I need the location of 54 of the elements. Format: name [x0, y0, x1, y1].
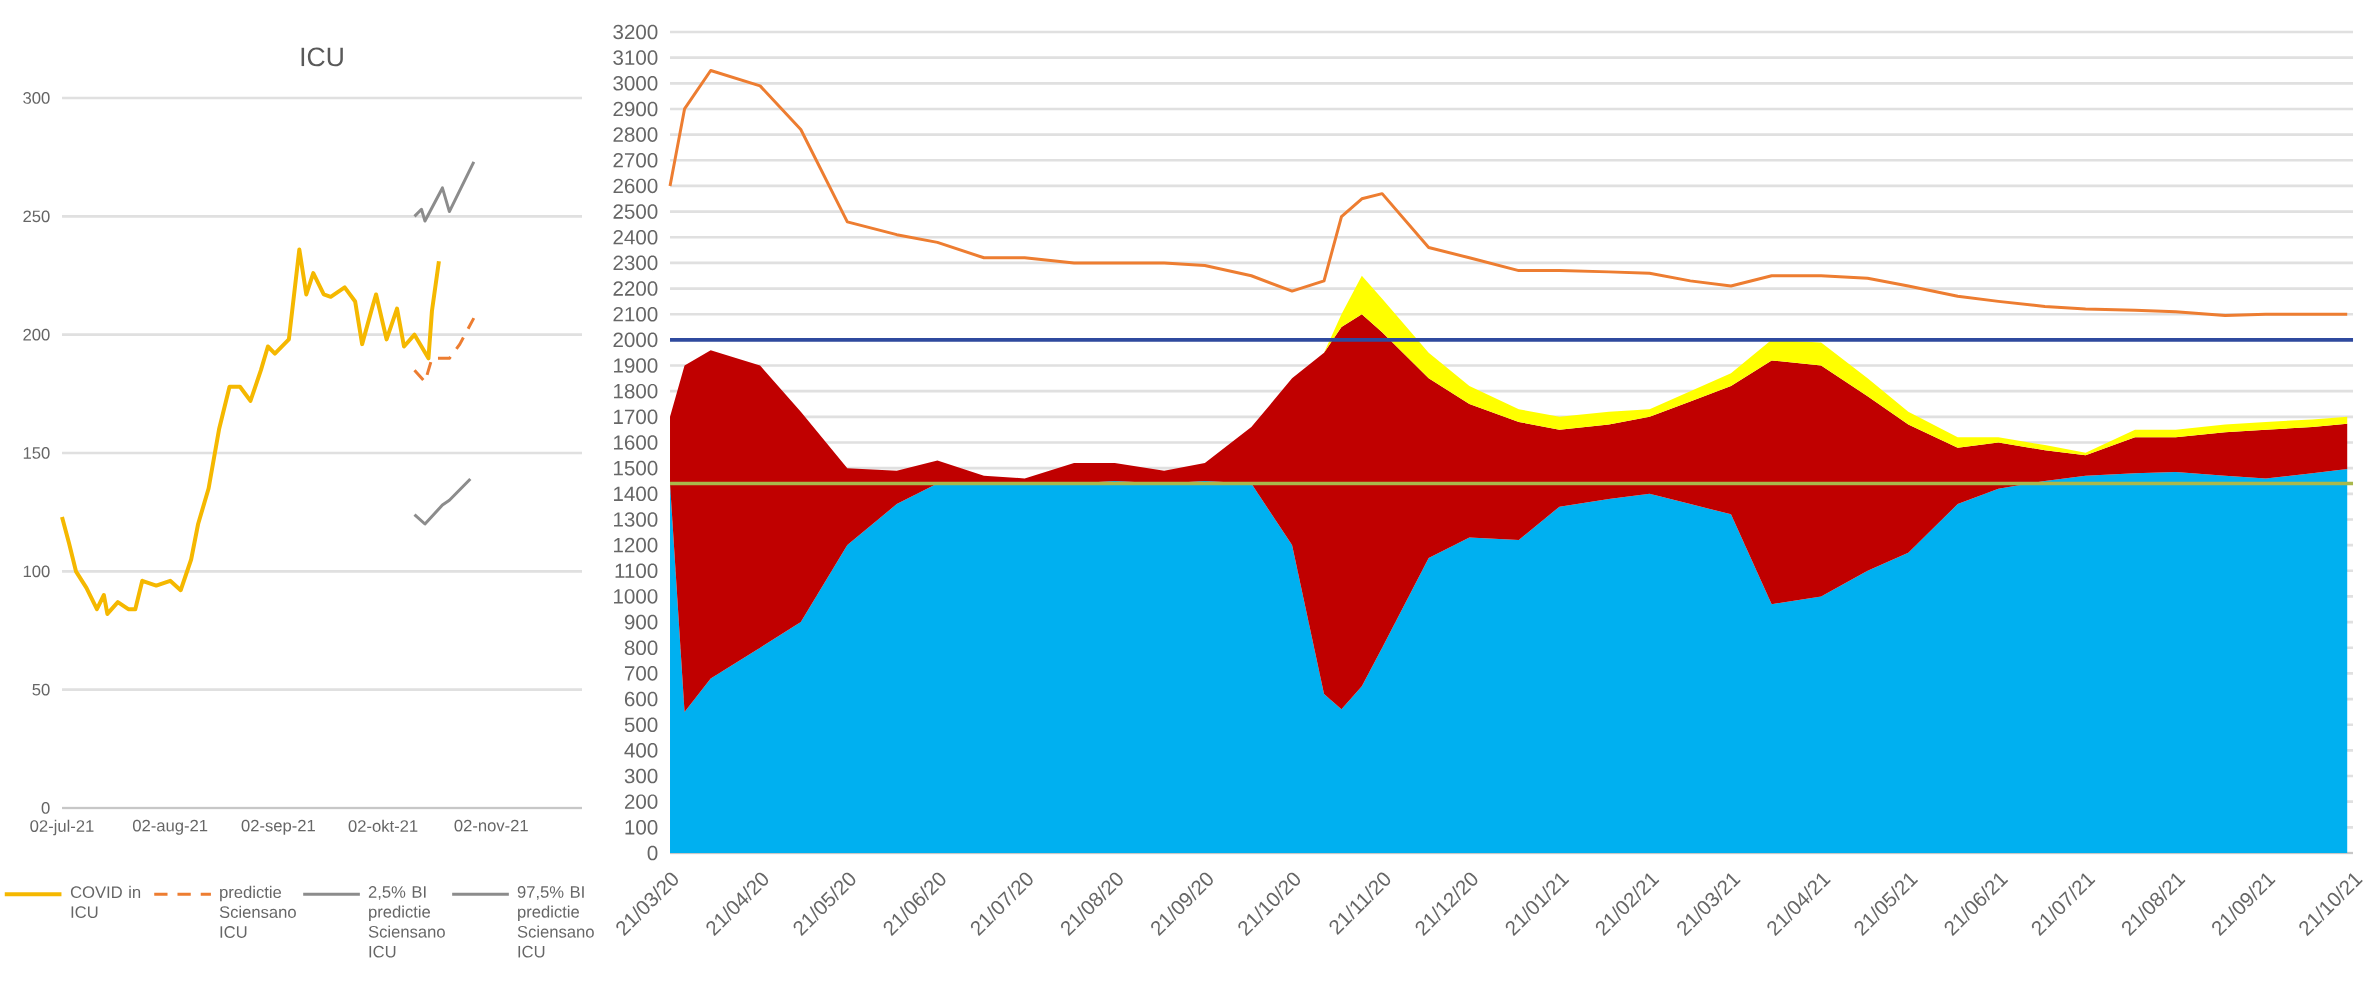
legend-label: predictie Sciensano ICU: [219, 885, 296, 938]
line-series: [412, 316, 476, 384]
chart-title: ICU: [301, 47, 343, 67]
y-tick-label: 2200: [613, 281, 658, 296]
y-tick-label: 2700: [613, 152, 658, 168]
y-tick-label: 1500: [614, 460, 658, 476]
y-tick-label: 150: [23, 447, 50, 459]
y-tick-label: 300: [23, 92, 50, 104]
y-tick-label: 400: [624, 743, 658, 758]
x-tick-label: 02-okt-21: [348, 819, 418, 832]
y-tick-label: 1900: [614, 358, 658, 373]
y-tick-label: 100: [625, 820, 658, 835]
y-tick-label: 2500: [613, 204, 658, 219]
y-tick-label: 2400: [613, 229, 658, 245]
legend-label: 2,5% BI predictie Sciensano ICU: [368, 886, 445, 958]
y-tick-label: 1400: [614, 486, 658, 502]
y-tick-label: 800: [624, 640, 658, 656]
x-tick-label: 02-aug-21: [132, 819, 208, 835]
y-tick-label: 2800: [613, 127, 658, 142]
legend-label: COVID in ICU: [70, 885, 141, 918]
y-tick-label: 0: [647, 845, 658, 861]
y-tick-label: 2300: [613, 255, 658, 271]
y-tick-label: 250: [23, 210, 50, 223]
y-tick-label: 2000: [613, 332, 658, 348]
y-tick-label: 1600: [614, 435, 658, 450]
y-tick-label: 2900: [613, 101, 658, 117]
y-tick-label: 0: [41, 802, 50, 814]
y-tick-label: 3200: [613, 24, 658, 40]
x-tick-label: 02-jul-21: [30, 819, 94, 836]
line-series: [412, 160, 476, 223]
y-tick-label: 1100: [615, 563, 658, 579]
y-tick-label: 600: [624, 691, 658, 707]
y-tick-label: 50: [32, 683, 50, 696]
line-series: [60, 247, 441, 616]
y-tick-label: 1700: [614, 409, 658, 425]
y-tick-label: 700: [624, 666, 658, 681]
y-tick-label: 200: [23, 328, 50, 341]
y-tick-label: 3000: [613, 76, 658, 91]
y-tick-label: 1000: [614, 589, 658, 604]
y-tick-label: 2100: [613, 306, 658, 322]
x-tick-label: 02-sep-21: [241, 819, 315, 835]
x-tick-label: 02-nov-21: [454, 819, 528, 832]
y-tick-label: 1800: [614, 383, 658, 399]
y-tick-label: 1300: [614, 512, 658, 527]
y-tick-label: 500: [624, 717, 658, 733]
line-series: [412, 477, 472, 526]
y-tick-label: 2600: [613, 178, 658, 194]
y-tick-label: 300: [624, 768, 658, 784]
y-tick-label: 200: [624, 794, 658, 809]
y-tick-label: 100: [23, 565, 50, 578]
y-tick-label: 3100: [613, 50, 658, 65]
y-tick-label: 900: [624, 614, 658, 630]
y-tick-label: 1200: [614, 537, 658, 553]
legend-label: 97,5% BI predictie Sciensano ICU: [517, 886, 594, 958]
